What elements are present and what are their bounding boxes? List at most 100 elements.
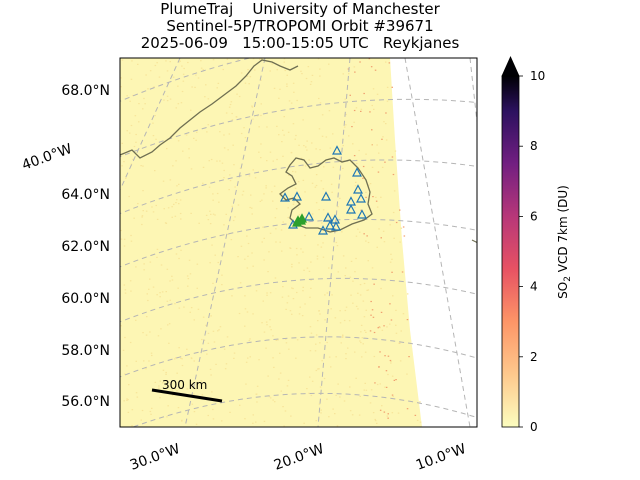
noise-pixel [374,420,377,422]
noise-pixel [303,269,305,271]
noise-pixel [226,58,229,60]
noise-pixel [282,406,284,408]
noise-pixel [371,166,374,168]
lat-label-60: 60.0°N [61,291,110,307]
noise-pixel [354,71,356,73]
noise-pixel [391,375,394,377]
noise-pixel [138,103,140,105]
noise-pixel [345,267,347,269]
noise-pixel [353,66,356,68]
graticule [120,58,477,427]
noise-pixel [322,256,325,258]
noise-pixel [187,285,189,287]
noise-pixel [179,212,182,215]
noise-pixel [362,177,364,179]
noise-pixel [310,287,312,289]
noise-pixel [183,67,185,70]
noise-pixel [152,135,155,137]
noise-pixel [268,396,271,398]
noise-pixel [342,73,344,75]
noise-pixel [278,97,280,99]
noise-pixel [302,179,305,181]
noise-pixel [210,374,212,376]
noise-pixel [141,215,144,217]
noise-pixel [260,79,262,81]
noise-pixel [207,98,210,100]
noise-pixel [367,289,370,291]
noise-pixel [270,329,272,331]
noise-pixel [390,253,392,255]
noise-pixel [373,283,375,285]
noise-pixel [246,311,249,313]
noise-pixel [130,124,133,127]
noise-pixel [147,299,149,302]
noise-pixel [329,147,332,149]
noise-pixel [266,160,268,162]
noise-pixel [402,313,405,315]
noise-pixel [178,203,180,205]
noise-pixel [326,398,328,400]
noise-pixel [158,387,160,389]
noise-pixel [287,295,290,297]
noise-pixel [254,69,256,71]
noise-pixel [385,370,388,372]
noise-pixel [189,273,192,275]
noise-pixel [303,422,305,424]
noise-pixel [337,383,339,385]
noise-pixel [182,80,185,82]
noise-pixel [273,185,276,187]
noise-pixel [372,412,375,414]
noise-pixel [153,86,155,88]
noise-pixel [419,421,422,423]
noise-pixel [292,170,294,173]
noise-pixel [249,338,251,340]
noise-pixel [300,70,302,72]
noise-pixel [149,70,152,72]
noise-pixel [317,368,319,370]
noise-pixel [392,211,395,214]
lat-label-58: 58.0°N [61,343,110,359]
noise-pixel [190,307,193,309]
noise-pixel [227,149,229,151]
noise-pixel [275,228,277,230]
noise-pixel [350,260,353,262]
noise-pixel [330,366,332,368]
noise-pixel [386,86,389,88]
noise-pixel [389,303,391,305]
noise-pixel [321,114,324,116]
noise-pixel [359,294,362,296]
noise-pixel [295,134,297,137]
noise-pixel [378,366,380,368]
noise-pixel [186,275,189,277]
noise-pixel [125,177,127,179]
noise-pixel [154,115,156,117]
noise-pixel [223,177,225,179]
noise-pixel [193,360,195,362]
noise-pixel [269,326,271,328]
noise-pixel [397,412,400,414]
noise-pixel [180,102,183,104]
noise-pixel [319,68,321,70]
noise-pixel [281,296,284,298]
noise-pixel [275,241,277,243]
noise-pixel [387,373,389,376]
noise-pixel [120,325,122,327]
noise-pixel [318,97,320,100]
noise-pixel [231,205,233,207]
noise-pixel [291,263,293,265]
noise-pixel [124,292,127,294]
noise-pixel [390,319,393,321]
noise-pixel [305,77,308,80]
noise-pixel [309,350,312,352]
noise-pixel [355,235,358,237]
noise-pixel [416,419,419,421]
noise-pixel [167,324,169,326]
noise-pixel [370,300,372,303]
noise-pixel [141,409,144,412]
noise-pixel [147,88,149,90]
noise-pixel [135,360,137,362]
noise-pixel [252,169,254,171]
noise-pixel [325,136,328,138]
noise-pixel [363,389,365,391]
noise-pixel [211,391,213,393]
